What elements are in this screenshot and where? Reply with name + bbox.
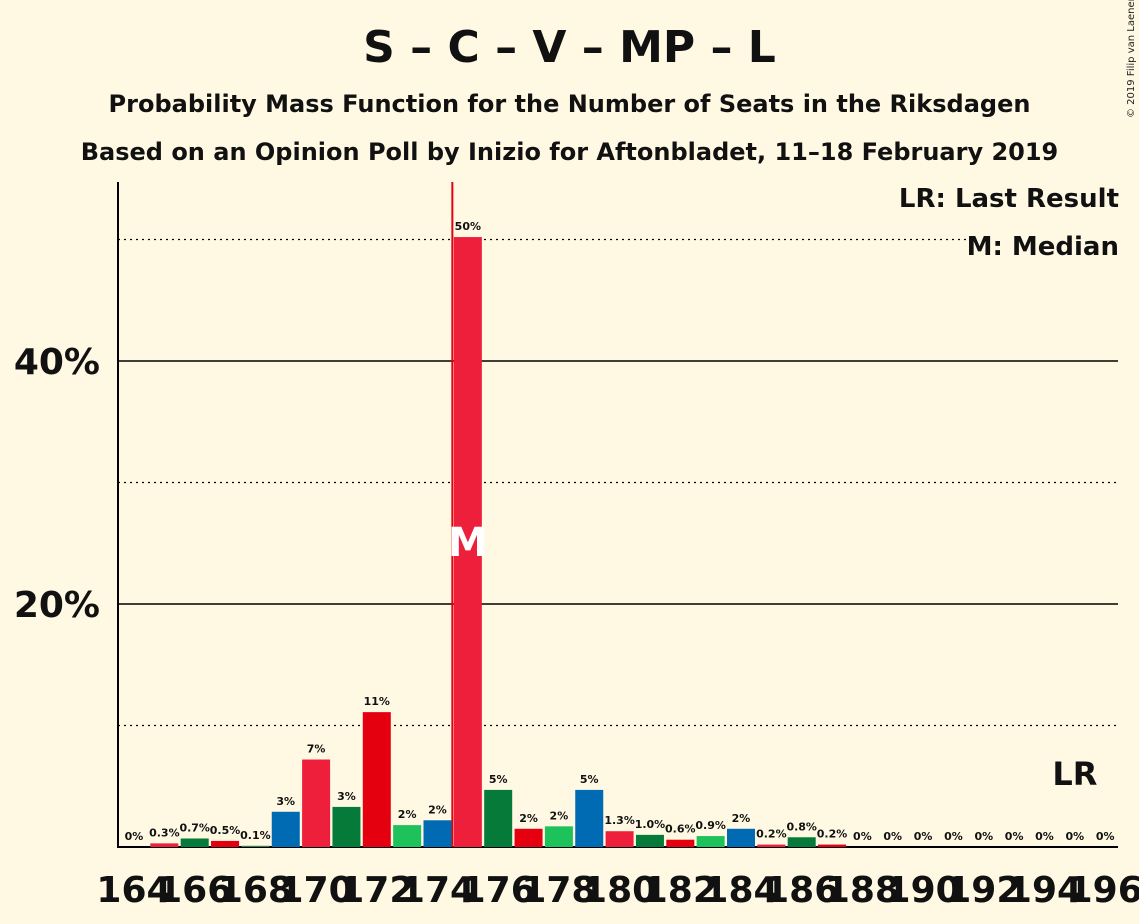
chart-subtitle: Probability Mass Function for the Number… bbox=[108, 90, 1031, 118]
bar-value-label: 0.5% bbox=[210, 824, 241, 837]
bar-value-label: 2% bbox=[732, 812, 751, 825]
y-tick-label: 20% bbox=[14, 585, 100, 626]
bar-value-label: 0.8% bbox=[786, 820, 817, 833]
x-tick-label: 172 bbox=[339, 870, 414, 911]
bar bbox=[393, 825, 422, 847]
bar-value-label: 0% bbox=[1066, 830, 1085, 843]
bar bbox=[211, 840, 240, 847]
bar bbox=[544, 826, 573, 847]
bar-value-label: 2% bbox=[398, 808, 417, 821]
x-tick-label: 186 bbox=[764, 870, 839, 911]
bar bbox=[605, 831, 634, 847]
x-tick-label: 178 bbox=[521, 870, 596, 911]
bar bbox=[696, 836, 725, 847]
bar bbox=[332, 806, 361, 847]
bar bbox=[180, 838, 209, 847]
bar-value-label: 11% bbox=[364, 695, 390, 708]
chart-title: S – C – V – MP – L bbox=[363, 22, 776, 73]
bar-value-label: 0% bbox=[125, 830, 144, 843]
bar-value-label: 0.9% bbox=[695, 819, 726, 832]
bar-value-label: 0.1% bbox=[240, 829, 271, 842]
x-tick-label: 184 bbox=[703, 870, 778, 911]
x-tick-label: 194 bbox=[1007, 870, 1082, 911]
bar-value-label: 3% bbox=[276, 795, 295, 808]
bar-value-label: 1.3% bbox=[604, 814, 635, 827]
x-tick-label: 188 bbox=[825, 870, 900, 911]
bar bbox=[787, 837, 816, 847]
bar-value-label: 0.2% bbox=[817, 828, 848, 841]
bar-value-label: 5% bbox=[580, 773, 599, 786]
bar-value-label: 7% bbox=[307, 743, 326, 756]
bar bbox=[635, 834, 664, 847]
bar-value-label: 0.2% bbox=[756, 828, 787, 841]
x-tick-label: 190 bbox=[886, 870, 961, 911]
bar-value-label: 3% bbox=[337, 790, 356, 803]
bar bbox=[757, 844, 786, 847]
y-tick-label: 40% bbox=[14, 342, 100, 383]
bar bbox=[302, 759, 331, 847]
median-marker: M bbox=[448, 520, 488, 566]
x-tick-label: 196 bbox=[1068, 870, 1139, 911]
x-tick-label: 164 bbox=[96, 870, 171, 911]
bar bbox=[666, 839, 695, 847]
x-tick-label: 182 bbox=[643, 870, 718, 911]
x-tick-label: 166 bbox=[157, 870, 232, 911]
bar-value-label: 0% bbox=[853, 830, 872, 843]
bar-value-label: 0.7% bbox=[179, 821, 210, 834]
x-tick-label: 174 bbox=[400, 870, 475, 911]
bar bbox=[575, 789, 604, 847]
x-tick-label: 180 bbox=[582, 870, 657, 911]
bar-value-label: 0% bbox=[883, 830, 902, 843]
last-result-marker: LR bbox=[1052, 755, 1097, 793]
bar-value-label: 1.0% bbox=[635, 818, 666, 831]
bar-value-label: 50% bbox=[455, 220, 481, 233]
bar-value-label: 0% bbox=[914, 830, 933, 843]
bar bbox=[453, 237, 482, 847]
bar bbox=[818, 844, 847, 847]
bar bbox=[484, 789, 513, 847]
bar-value-label: 5% bbox=[489, 773, 508, 786]
bar-value-label: 0.3% bbox=[149, 826, 180, 839]
x-tick-label: 168 bbox=[218, 870, 293, 911]
chart-subtitle-poll: Based on an Opinion Poll by Inizio for A… bbox=[80, 138, 1059, 166]
bar-value-label: 0.6% bbox=[665, 823, 696, 836]
bar-value-label: 0% bbox=[1035, 830, 1054, 843]
bar bbox=[362, 712, 391, 847]
legend-median: M: Median bbox=[966, 232, 1119, 262]
bar bbox=[423, 820, 452, 847]
bar bbox=[514, 828, 543, 847]
bar-value-label: 0% bbox=[944, 830, 963, 843]
x-tick-label: 170 bbox=[279, 870, 354, 911]
legend-last-result: LR: Last Result bbox=[898, 184, 1119, 214]
x-tick-label: 192 bbox=[946, 870, 1021, 911]
bar-value-label: 0% bbox=[974, 830, 993, 843]
bar bbox=[150, 843, 179, 847]
bar-value-label: 2% bbox=[519, 812, 538, 825]
x-tick-label: 176 bbox=[461, 870, 536, 911]
bar bbox=[271, 811, 300, 847]
bar-value-label: 2% bbox=[550, 809, 569, 822]
bar bbox=[727, 828, 755, 847]
bar-value-label: 0% bbox=[1096, 830, 1115, 843]
bar bbox=[241, 845, 270, 847]
bar-value-label: 0% bbox=[1005, 830, 1024, 843]
bar-value-label: 2% bbox=[428, 803, 447, 816]
